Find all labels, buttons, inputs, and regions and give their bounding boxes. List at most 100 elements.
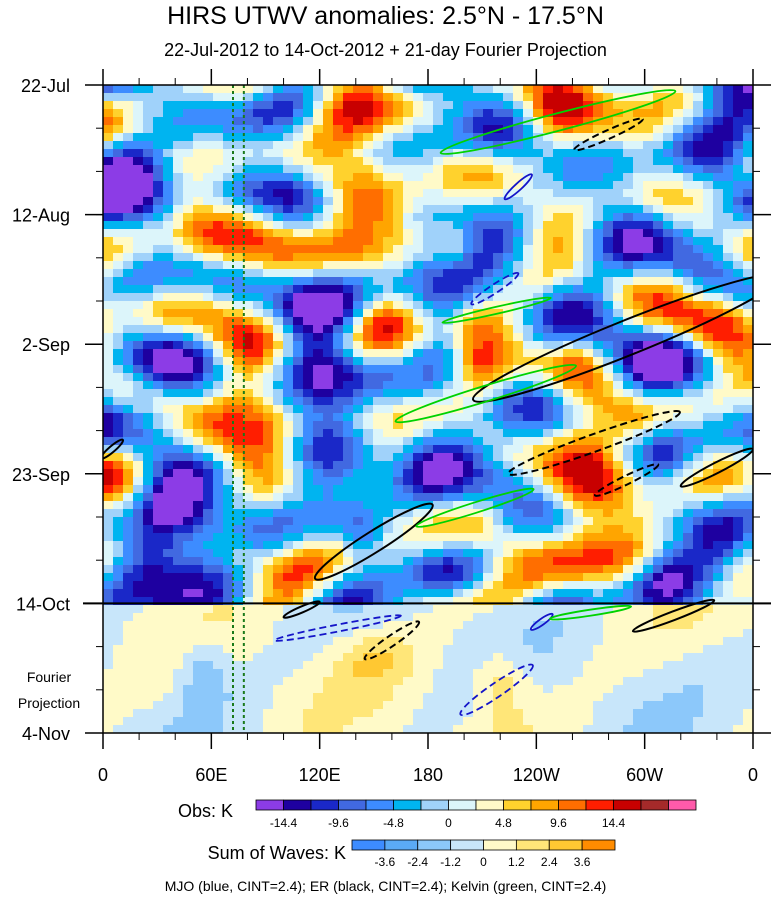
- heatmap-cell: [293, 677, 304, 686]
- heatmap-cell: [573, 389, 584, 398]
- heatmap-cell: [483, 269, 494, 278]
- heatmap-cell: [263, 109, 274, 118]
- heatmap-cell: [633, 381, 644, 390]
- heatmap-cell: [383, 293, 394, 302]
- heatmap-cell: [103, 213, 114, 222]
- heatmap-cell: [193, 405, 204, 414]
- heatmap-cell: [503, 357, 514, 366]
- heatmap-cell: [313, 325, 324, 334]
- heatmap-cell: [303, 117, 314, 126]
- heatmap-cell: [703, 685, 714, 694]
- heatmap-cell: [443, 581, 454, 590]
- heatmap-cell: [253, 477, 264, 486]
- heatmap-cell: [433, 365, 444, 374]
- heatmap-cell: [493, 477, 504, 486]
- heatmap-cell: [123, 157, 134, 166]
- heatmap-cell: [383, 197, 394, 206]
- heatmap-cell: [263, 149, 274, 158]
- heatmap-cell: [373, 173, 384, 182]
- heatmap-cell: [273, 101, 284, 110]
- heatmap-cell: [633, 237, 644, 246]
- heatmap-cell: [163, 173, 174, 182]
- heatmap-cell: [663, 365, 674, 374]
- heatmap-cell: [403, 245, 414, 254]
- heatmap-cell: [123, 493, 134, 502]
- heatmap-cell: [323, 325, 334, 334]
- heatmap-cell: [583, 453, 594, 462]
- heatmap-cell: [463, 661, 474, 670]
- heatmap-cell: [533, 93, 544, 102]
- heatmap-cell: [723, 221, 734, 230]
- heatmap-cell: [303, 661, 314, 670]
- heatmap-cell: [693, 341, 704, 350]
- heatmap-cell: [413, 333, 424, 342]
- heatmap-cell: [413, 85, 424, 94]
- heatmap-cell: [393, 333, 404, 342]
- heatmap-cell: [623, 125, 634, 134]
- heatmap-cell: [323, 493, 334, 502]
- heatmap-cell: [303, 317, 314, 326]
- heatmap-cell: [163, 101, 174, 110]
- heatmap-cell: [373, 157, 384, 166]
- heatmap-cell: [333, 149, 344, 158]
- heatmap-cell: [223, 685, 234, 694]
- heatmap-cell: [503, 413, 514, 422]
- heatmap-cell: [693, 277, 704, 286]
- heatmap-cell: [133, 413, 144, 422]
- heatmap-cell: [253, 381, 264, 390]
- heatmap-cell: [743, 93, 753, 102]
- heatmap-cell: [203, 133, 214, 142]
- heatmap-cell: [553, 653, 564, 662]
- heatmap-cell: [133, 661, 144, 670]
- heatmap-cell: [713, 565, 724, 574]
- heatmap-cell: [683, 261, 694, 270]
- heatmap-cell: [203, 357, 214, 366]
- heatmap-cell: [123, 101, 134, 110]
- heatmap-cell: [183, 253, 194, 262]
- heatmap-cell: [193, 141, 204, 150]
- heatmap-cell: [403, 301, 414, 310]
- heatmap-cell: [193, 93, 204, 102]
- heatmap-cell: [383, 277, 394, 286]
- heatmap-cell: [443, 437, 454, 446]
- heatmap-cell: [203, 109, 214, 118]
- heatmap-cell: [633, 485, 644, 494]
- heatmap-cell: [193, 685, 204, 694]
- heatmap-cell: [433, 389, 444, 398]
- heatmap-cell: [693, 309, 704, 318]
- heatmap-cell: [353, 469, 364, 478]
- heatmap-cell: [463, 453, 474, 462]
- heatmap-cell: [473, 477, 484, 486]
- heatmap-cell: [283, 253, 294, 262]
- heatmap-cell: [443, 245, 454, 254]
- heatmap-cell: [513, 413, 524, 422]
- heatmap-cell: [143, 205, 154, 214]
- heatmap-cell: [413, 469, 424, 478]
- heatmap-cell: [393, 509, 404, 518]
- heatmap-cell: [433, 661, 444, 670]
- heatmap-cell: [443, 357, 454, 366]
- heatmap-cell: [413, 253, 424, 262]
- heatmap-cell: [213, 469, 224, 478]
- heatmap-cell: [253, 485, 264, 494]
- heatmap-cell: [413, 501, 424, 510]
- heatmap-cell: [243, 485, 254, 494]
- heatmap-cell: [233, 493, 244, 502]
- heatmap-cell: [573, 509, 584, 518]
- heatmap-cell: [283, 413, 294, 422]
- heatmap-cell: [513, 157, 524, 166]
- heatmap-cell: [363, 109, 374, 118]
- heatmap-cell: [443, 285, 454, 294]
- heatmap-cell: [123, 293, 134, 302]
- heatmap-cell: [583, 93, 594, 102]
- heatmap-cell: [403, 149, 414, 158]
- heatmap-cell: [423, 117, 434, 126]
- heatmap-cell: [423, 477, 434, 486]
- heatmap-cell: [133, 581, 144, 590]
- heatmap-cell: [653, 197, 664, 206]
- heatmap-cell: [483, 333, 494, 342]
- heatmap-cell: [653, 365, 664, 374]
- heatmap-cell: [653, 205, 664, 214]
- heatmap-cell: [563, 109, 574, 118]
- heatmap-cell: [153, 85, 164, 94]
